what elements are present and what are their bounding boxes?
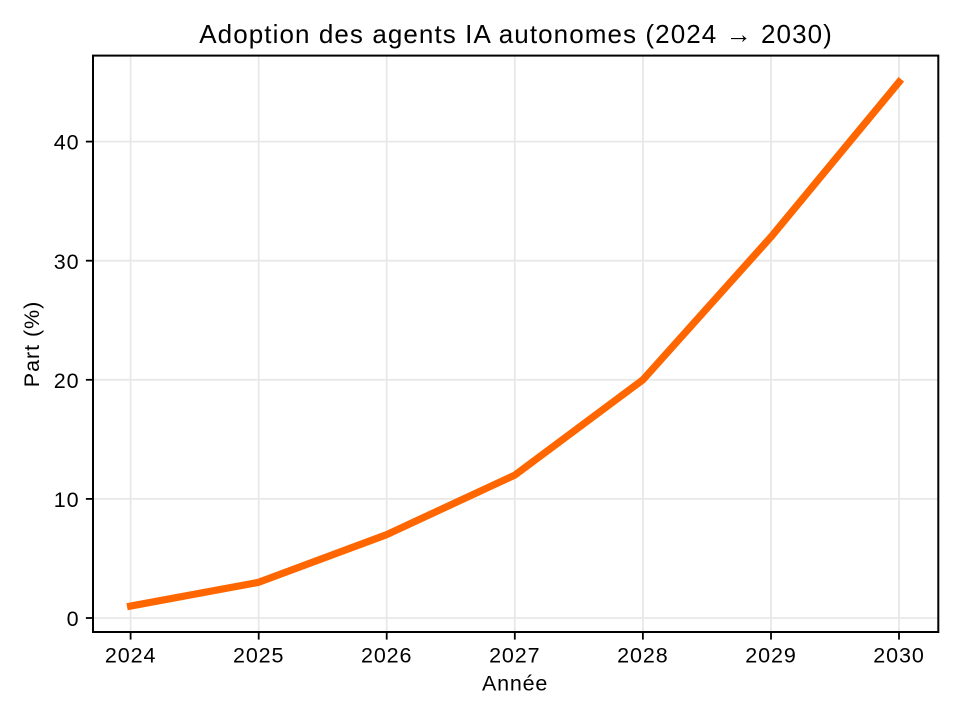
- svg-text:2028: 2028: [617, 643, 668, 667]
- svg-text:Part (%): Part (%): [20, 301, 44, 387]
- svg-text:20: 20: [54, 369, 80, 393]
- svg-text:40: 40: [54, 131, 80, 155]
- svg-text:2030: 2030: [873, 643, 924, 667]
- svg-text:0: 0: [67, 607, 80, 631]
- svg-text:2026: 2026: [361, 643, 412, 667]
- svg-text:Année: Année: [482, 672, 548, 696]
- svg-text:2029: 2029: [745, 643, 796, 667]
- svg-text:30: 30: [54, 250, 80, 274]
- svg-text:Adoption des agents IA autonom: Adoption des agents IA autonomes (2024 →…: [199, 19, 833, 49]
- svg-text:10: 10: [54, 488, 80, 512]
- svg-text:2027: 2027: [489, 643, 540, 667]
- svg-text:2024: 2024: [105, 643, 156, 667]
- svg-text:2025: 2025: [233, 643, 284, 667]
